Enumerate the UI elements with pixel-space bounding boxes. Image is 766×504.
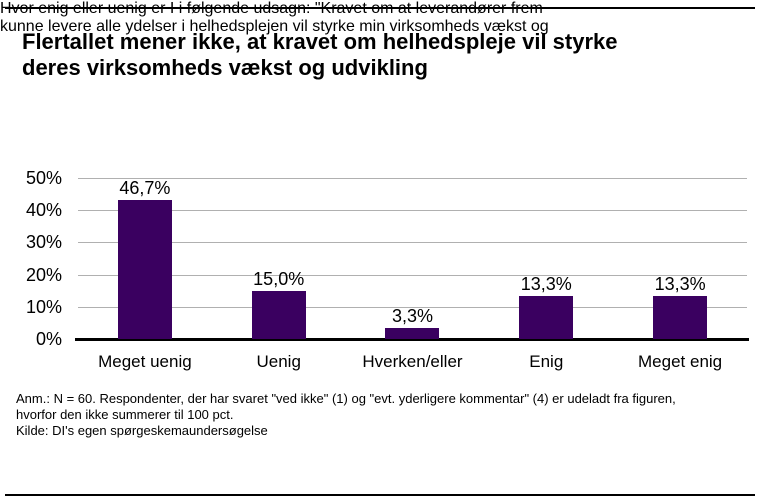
- bar: [117, 200, 172, 339]
- page-title-line-1: Flertallet mener ikke, at kravet om helh…: [22, 29, 618, 54]
- bar-value-label: 13,3%: [520, 274, 572, 295]
- footnote-source: Kilde: DI's egen spørgeskemaundersøgelse: [16, 423, 268, 438]
- x-axis-category-label: Meget enig: [638, 352, 723, 371]
- page-title-line-2: deres virksomheds vækst og udvikling: [22, 55, 428, 80]
- y-axis-tick-label: 0%: [35, 329, 62, 349]
- page-title: Flertallet mener ikke, at kravet om helh…: [22, 29, 766, 81]
- subtitle-line-2: kunne levere alle ydelser i helhedspleje…: [0, 18, 549, 35]
- bar-value-label: 3,3%: [391, 306, 433, 327]
- gridline: [78, 306, 747, 308]
- x-axis-category-label: Enig: [529, 352, 564, 371]
- bar-column: 3,3%: [346, 178, 480, 339]
- footnote-note-line-2: hvorfor den ikke summerer til 100 pct.: [16, 407, 234, 422]
- bar: [519, 296, 574, 339]
- x-axis: Meget uenig Uenig Hverken/eller Enig Meg…: [78, 352, 747, 372]
- x-axis-category-label: Meget uenig: [98, 352, 192, 371]
- bar-value-label: 15,0%: [253, 268, 305, 289]
- top-rule: [5, 7, 755, 9]
- gridline: [78, 178, 747, 179]
- footnote-note-line-1: Anm.: N = 60. Respondenter, der har svar…: [16, 391, 676, 406]
- gridline: [78, 242, 747, 244]
- bar-column: 13,3%: [479, 178, 613, 339]
- bar-column: 13,3%: [613, 178, 747, 339]
- subtitle-line-1: Hvor enig eller uenig er I i følgende ud…: [0, 0, 766, 18]
- bar-column: 15,0%: [212, 178, 346, 339]
- bar: [251, 290, 306, 339]
- y-axis-tick-label: 30%: [25, 232, 62, 252]
- gridline: [78, 274, 747, 276]
- bottom-rule: [5, 494, 755, 496]
- y-axis-tick-label: 10%: [25, 297, 62, 317]
- bar-column: 46,7%: [78, 178, 212, 339]
- gridline: [78, 210, 747, 212]
- bar-value-label: 13,3%: [654, 274, 706, 295]
- x-axis-category-label: Hverken/eller: [362, 352, 463, 371]
- y-axis-tick-label: 50%: [25, 168, 62, 188]
- bar-columns: 46,7% 15,0% 3,3% 13,3% 13,3%: [78, 178, 747, 339]
- bar-chart-plot-area: 46,7% 15,0% 3,3% 13,3% 13,3%: [75, 178, 749, 341]
- y-axis-tick-label: 40%: [25, 200, 62, 220]
- y-axis-tick-label: 20%: [25, 265, 62, 285]
- x-axis-line: [75, 338, 749, 341]
- bar: [385, 328, 440, 339]
- bar: [653, 296, 708, 339]
- bar-value-label: 46,7%: [119, 178, 171, 198]
- x-axis-category-label: Uenig: [256, 352, 301, 371]
- footnote: Anm.: N = 60. Respondenter, der har svar…: [16, 391, 760, 439]
